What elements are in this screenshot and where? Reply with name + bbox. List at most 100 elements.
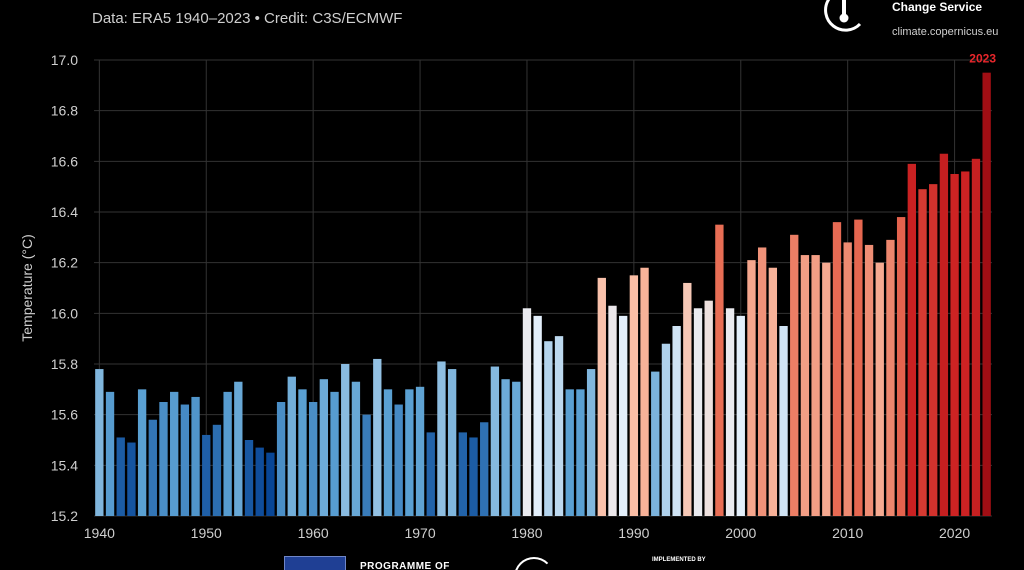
- bar-2009: [832, 222, 842, 516]
- bar-1940: [95, 369, 104, 516]
- highlight-year-label: 2023: [969, 52, 996, 66]
- bar-1981: [533, 315, 542, 516]
- bar-1983: [554, 336, 564, 516]
- bar-1952: [223, 391, 232, 516]
- bar-1961: [319, 379, 329, 516]
- bar-1954: [244, 440, 254, 516]
- bar-1957: [276, 402, 286, 516]
- bar-2011: [854, 219, 863, 516]
- bar-1949: [191, 396, 200, 516]
- bar-2023: [982, 72, 991, 517]
- bar-1984: [565, 389, 574, 516]
- y-axis-label: Temperature (°C): [19, 234, 35, 342]
- bar-1999: [725, 308, 735, 516]
- bar-1992: [651, 371, 660, 516]
- bar-2015: [896, 217, 906, 517]
- bar-2020: [950, 174, 959, 516]
- bar-1971: [426, 432, 435, 516]
- bar-2002: [757, 247, 767, 516]
- bar-2008: [822, 262, 831, 516]
- bar-1962: [330, 391, 339, 516]
- axis-layer: 15.2 15.4 15.6 15.8 16.0 16.2 16.4 16.6 16.8 17.0…: [19, 52, 996, 541]
- bar-1964: [351, 381, 361, 516]
- bar-1988: [608, 305, 617, 516]
- bars-layer: [95, 72, 991, 517]
- bar-2014: [886, 239, 895, 516]
- bar-1944: [137, 389, 147, 516]
- bar-2000: [736, 315, 745, 516]
- footer-program-text: PROGRAMME OF: [360, 561, 450, 570]
- bar-1968: [394, 404, 403, 516]
- x-tick-label: 1980: [511, 525, 542, 541]
- bar-1946: [159, 402, 168, 516]
- bar-2021: [961, 171, 970, 516]
- y-tick-label: 16.0: [51, 305, 78, 321]
- y-tick-label: 15.4: [51, 457, 78, 473]
- y-tick-label: 16.2: [51, 255, 78, 271]
- bar-1974: [458, 432, 467, 516]
- bar-1973: [447, 369, 457, 516]
- bar-1972: [437, 361, 446, 516]
- bar-1998: [715, 224, 724, 516]
- bar-2016: [907, 163, 916, 516]
- bar-1945: [148, 419, 157, 516]
- data-credit-subtitle: Data: ERA5 1940–2023 • Credit: C3S/ECMWF: [92, 10, 403, 27]
- bar-1956: [266, 452, 275, 516]
- bar-1966: [373, 358, 382, 516]
- bar-1963: [341, 364, 350, 516]
- bar-1943: [127, 442, 136, 516]
- y-tick-label: 17.0: [51, 52, 78, 68]
- bar-2019: [939, 153, 949, 516]
- y-tick-label: 16.6: [51, 153, 78, 169]
- bar-2001: [747, 260, 756, 516]
- bar-1941: [105, 391, 115, 516]
- bar-1965: [362, 414, 371, 516]
- bar-1950: [202, 434, 211, 516]
- bar-1980: [522, 308, 532, 516]
- x-tick-label: 1970: [404, 525, 435, 541]
- bar-1960: [308, 402, 318, 516]
- bar-1993: [661, 343, 671, 516]
- bar-2010: [843, 242, 852, 516]
- bar-1989: [619, 315, 628, 516]
- x-tick-label: 1990: [618, 525, 649, 541]
- y-tick-label: 15.6: [51, 407, 78, 423]
- bar-2012: [864, 244, 874, 516]
- brand-url: climate.copernicus.eu: [892, 26, 999, 38]
- x-tick-label: 1940: [84, 525, 115, 541]
- x-tick-label: 1950: [191, 525, 222, 541]
- y-tick-label: 16.8: [51, 103, 78, 119]
- bar-1975: [469, 437, 478, 516]
- bar-1967: [383, 389, 393, 516]
- bar-1997: [704, 300, 713, 516]
- bar-1951: [212, 424, 222, 516]
- x-tick-label: 2020: [939, 525, 970, 541]
- bar-1987: [597, 277, 606, 516]
- bar-1947: [170, 391, 179, 516]
- bar-1977: [490, 366, 500, 516]
- bar-1953: [234, 381, 243, 516]
- bar-1942: [116, 437, 125, 516]
- bar-1948: [180, 404, 190, 516]
- bar-2013: [875, 262, 884, 516]
- copernicus-logo-icon: [824, 0, 862, 32]
- x-tick-label: 2000: [725, 525, 756, 541]
- bar-1958: [287, 376, 296, 516]
- bar-2004: [779, 326, 788, 516]
- bar-2006: [800, 255, 810, 517]
- bar-2018: [929, 184, 938, 516]
- bar-2007: [811, 255, 820, 517]
- bar-2022: [971, 158, 981, 517]
- bar-2005: [790, 234, 799, 517]
- bar-1969: [405, 389, 414, 516]
- eu-flag-icon: [284, 556, 346, 570]
- bar-1976: [480, 422, 489, 516]
- bar-1990: [629, 275, 639, 516]
- bar-2003: [768, 267, 778, 516]
- bar-1982: [544, 341, 553, 516]
- bar-1995: [683, 282, 692, 516]
- brand-name: Change Service: [892, 0, 983, 14]
- bar-1970: [415, 386, 425, 516]
